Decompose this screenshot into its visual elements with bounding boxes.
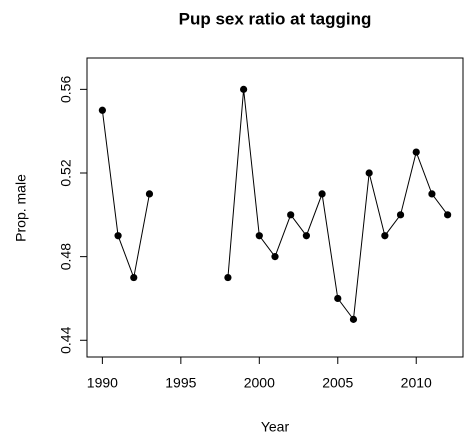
data-point bbox=[130, 273, 138, 282]
data-point bbox=[396, 211, 405, 219]
y-tick-label: 0.52 bbox=[58, 159, 74, 186]
data-point bbox=[145, 190, 154, 198]
x-tick-label: 1990 bbox=[87, 375, 118, 391]
x-tick-label: 2000 bbox=[244, 375, 275, 391]
y-tick-label: 0.44 bbox=[58, 326, 74, 353]
data-point bbox=[334, 294, 342, 303]
data-point bbox=[444, 211, 452, 219]
plot-frame bbox=[86, 57, 464, 358]
chart-title: Pup sex ratio at tagging bbox=[179, 9, 372, 28]
data-point bbox=[271, 253, 279, 261]
data-point bbox=[114, 232, 122, 240]
data-point bbox=[287, 211, 295, 219]
y-tick-label: 0.56 bbox=[58, 76, 74, 103]
data-point bbox=[318, 190, 326, 198]
x-tick-label: 2005 bbox=[322, 375, 353, 391]
data-point bbox=[349, 315, 358, 323]
data-point bbox=[428, 190, 436, 198]
x-tick-label: 1995 bbox=[165, 375, 196, 391]
data-point bbox=[240, 85, 248, 93]
data-point bbox=[98, 106, 106, 114]
data-point bbox=[381, 232, 389, 240]
x-axis-label: Year bbox=[261, 419, 290, 435]
y-axis-label: Prop. male bbox=[13, 174, 29, 242]
series-line bbox=[101, 89, 449, 321]
x-tick-label: 2010 bbox=[401, 375, 432, 391]
data-point bbox=[412, 148, 420, 156]
data-point bbox=[302, 232, 310, 240]
data-point bbox=[365, 169, 373, 177]
data-point bbox=[224, 273, 232, 282]
y-tick-label: 0.48 bbox=[58, 243, 74, 270]
data-point bbox=[255, 232, 263, 240]
